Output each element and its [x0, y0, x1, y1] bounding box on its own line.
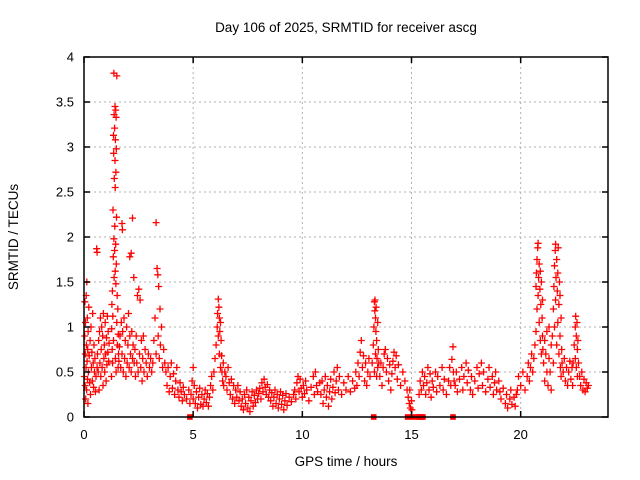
x-tick-label: 5: [190, 427, 197, 442]
y-tick-label: 0: [67, 410, 74, 425]
chart-title: Day 106 of 2025, SRMTID for receiver asc…: [215, 20, 477, 35]
x-tick-label: 0: [80, 427, 87, 442]
plus-markers: [80, 69, 592, 416]
axis-tick-labels: 0 5 10 15 20 0 0.5 1 1.5 2 2.5 3 3.5 4: [56, 50, 528, 443]
y-tick-label: 1.5: [56, 275, 74, 290]
x-tick-label: 15: [404, 427, 418, 442]
x-axis-label: GPS time / hours: [295, 454, 398, 469]
y-tick-label: 2.5: [56, 185, 74, 200]
y-axis-label: SRMTID / TECUs: [6, 184, 21, 291]
y-tick-label: 4: [67, 50, 74, 65]
x-tick-label: 10: [295, 427, 309, 442]
y-tick-label: 3: [67, 140, 74, 155]
y-tick-label: 0.5: [56, 365, 74, 380]
x-tick-label: 20: [513, 427, 527, 442]
y-tick-label: 3.5: [56, 95, 74, 110]
y-tick-label: 1: [67, 320, 74, 335]
axis-ticks: [83, 56, 608, 418]
scatter-points: [80, 69, 592, 420]
y-tick-label: 2: [67, 230, 74, 245]
